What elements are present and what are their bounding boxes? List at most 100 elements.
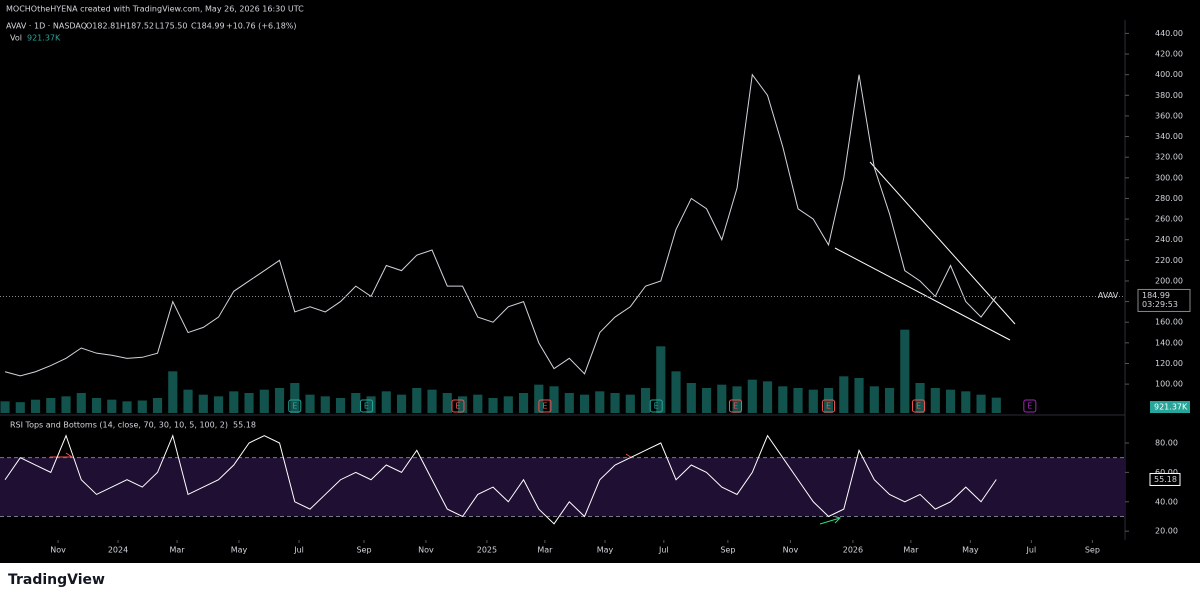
- volume-bar: [351, 393, 361, 413]
- volume-bar: [412, 388, 422, 413]
- event-marker: [451, 399, 465, 413]
- ohlc-change: +10.76 (+6.18%): [226, 22, 297, 31]
- y-tick-label: 400.00: [1155, 70, 1183, 79]
- volume-bar: [900, 329, 910, 413]
- event-label: E: [364, 402, 369, 411]
- volume-bar: [915, 383, 925, 413]
- event-label: E: [733, 402, 738, 411]
- volume-bar: [778, 386, 788, 413]
- volume-bar: [427, 389, 437, 413]
- rsi-line: [4, 434, 997, 525]
- last-price: 184.99: [1142, 291, 1170, 300]
- x-tick-label: Jul: [293, 546, 304, 555]
- volume-bar: [686, 383, 696, 413]
- volume-bar: [213, 396, 224, 413]
- logo: TradingView: [8, 572, 105, 588]
- volume-bar: [884, 388, 895, 413]
- y-tick-label: 80.00: [1155, 438, 1178, 447]
- credit: MOCHOtheHYENA created with TradingView.c…: [6, 5, 304, 14]
- y-tick-label: 160.00: [1155, 318, 1183, 327]
- x-tick-label: Sep: [720, 546, 735, 555]
- volume-bar: [976, 394, 986, 413]
- y-tick-label: 320.00: [1155, 153, 1183, 162]
- ohlc-open: O182.81: [86, 22, 120, 31]
- event-label: E: [292, 402, 297, 411]
- volume-bar: [229, 391, 239, 413]
- y-tick-label: 260.00: [1155, 215, 1183, 224]
- y-tick-label: 220.00: [1155, 256, 1183, 265]
- x-tick-label: Sep: [356, 546, 371, 555]
- x-tick-label: May: [962, 546, 979, 555]
- volume-bar: [564, 393, 574, 413]
- event-label: E: [455, 402, 460, 411]
- volume-bar: [198, 394, 208, 413]
- volume-bar: [274, 388, 285, 413]
- volume-bar: [442, 393, 452, 413]
- y-tick-label: 380.00: [1155, 91, 1183, 100]
- volume-bar: [46, 398, 56, 413]
- y-tick-label: 100.00: [1155, 380, 1183, 389]
- volume-title: Vol: [10, 34, 22, 43]
- symbol-tag: AVAV: [1098, 291, 1119, 300]
- volume-bar: [518, 393, 529, 413]
- volume-bar: [244, 393, 254, 413]
- volume-bar: [839, 376, 849, 413]
- volume-bar: [854, 378, 864, 413]
- volume-bar: [473, 394, 483, 413]
- volume-bar: [76, 393, 86, 413]
- volume-bar: [152, 398, 163, 413]
- y-tick-label: 140.00: [1155, 338, 1183, 347]
- volume-bar: [671, 371, 681, 413]
- volume-bar: [656, 346, 666, 413]
- volume-bar: [305, 394, 315, 413]
- volume-bar: [122, 401, 132, 413]
- x-tick-label: Nov: [783, 546, 799, 555]
- volume-last: 921.37K: [27, 34, 61, 43]
- footer: [0, 563, 1200, 600]
- volume-bar: [91, 398, 102, 413]
- y-tick-label: 340.00: [1155, 132, 1183, 141]
- rsi-last-tag: 55.18: [1154, 475, 1177, 484]
- price-line: [4, 73, 997, 377]
- volume-bar: [961, 391, 971, 413]
- event-marker: [288, 399, 302, 413]
- volume-bar: [991, 397, 1001, 413]
- y-tick-label: 440.00: [1155, 29, 1183, 38]
- event-label: E: [916, 402, 921, 411]
- y-tick-label: 280.00: [1155, 194, 1183, 203]
- event-marker: [822, 399, 836, 413]
- x-tick-label: Mar: [537, 546, 553, 555]
- volume-bar: [869, 386, 879, 413]
- x-tick-label: Sep: [1085, 546, 1100, 555]
- ohlc-close: C184.99: [191, 22, 225, 31]
- y-tick-label: 20.00: [1155, 527, 1178, 536]
- x-tick-label: Mar: [170, 546, 186, 555]
- y-tick-label: 120.00: [1155, 359, 1183, 368]
- rsi-band: [0, 457, 1125, 517]
- volume-bar: [488, 398, 498, 413]
- volume-bar: [168, 371, 178, 413]
- volume-bar: [15, 402, 25, 413]
- volume-bar: [290, 383, 300, 413]
- x-tick-label: 2026: [843, 546, 863, 555]
- volume-bar: [320, 396, 330, 413]
- event-marker: [912, 399, 926, 413]
- volume-bar: [457, 396, 468, 413]
- volume-bar: [61, 396, 71, 413]
- volume-bar: [640, 388, 651, 413]
- rsi-title: RSI Tops and Bottoms (14, close, 70, 30,…: [10, 421, 228, 430]
- event-label: E: [542, 402, 547, 411]
- volume-bar: [335, 398, 346, 413]
- volume-bar: [534, 384, 544, 413]
- event-marker: [729, 399, 743, 413]
- event-marker: [649, 399, 663, 413]
- rsi-last: 55.18: [233, 421, 256, 430]
- x-tick-label: Nov: [418, 546, 434, 555]
- ohlc-low: L175.50: [155, 22, 187, 31]
- volume-last-tag: 921.37K: [1154, 403, 1188, 412]
- x-tick-label: 2025: [477, 546, 497, 555]
- last-price-box: [1137, 288, 1191, 312]
- ohlc-high: H187.52: [120, 22, 154, 31]
